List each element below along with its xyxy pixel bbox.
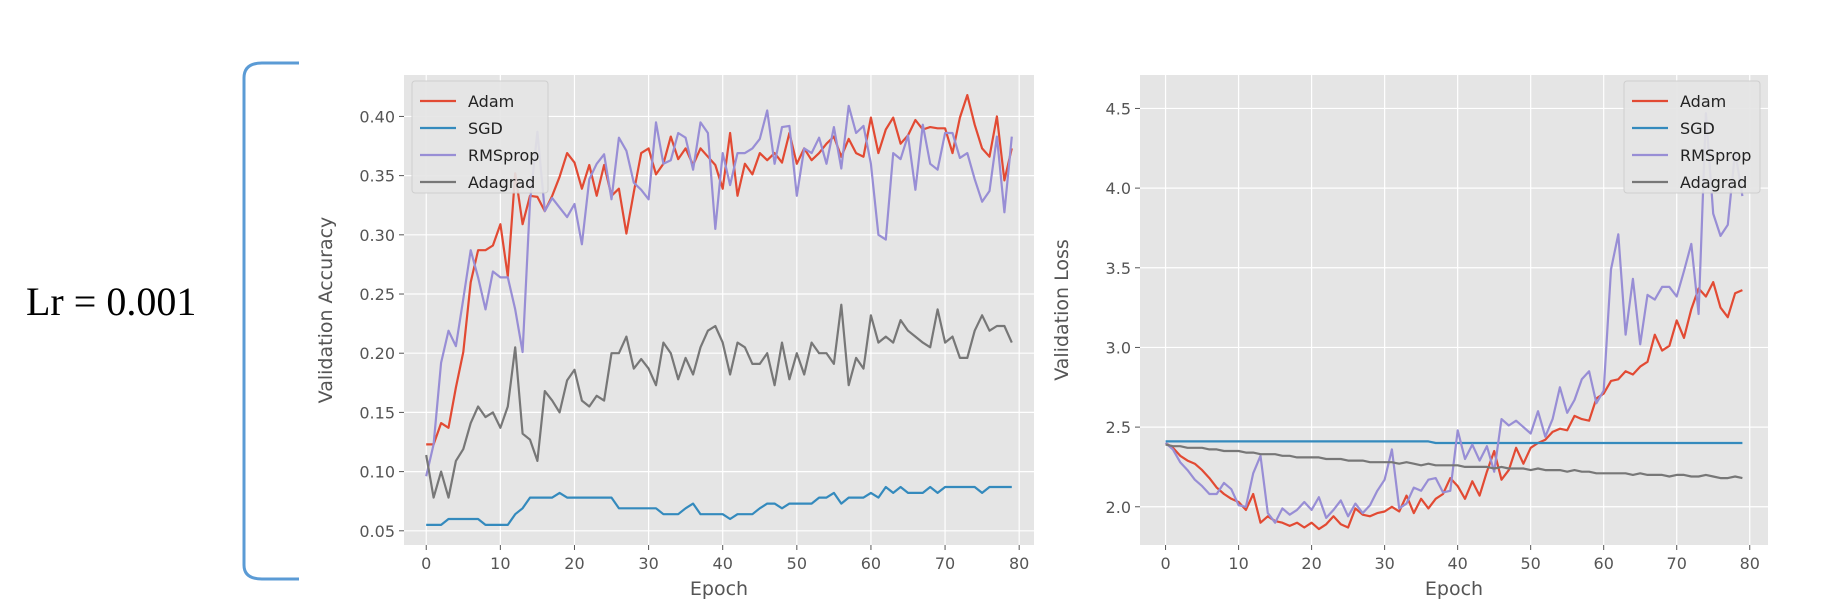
- y-tick-label: 0.35: [359, 167, 395, 186]
- x-tick-label: 30: [1374, 554, 1394, 573]
- y-tick-label: 0.30: [359, 226, 395, 245]
- legend-label-adagrad: Adagrad: [468, 173, 535, 192]
- series-line-sgd: [426, 485, 1012, 527]
- legend-box: [1623, 80, 1761, 194]
- x-tick-label: 20: [1301, 554, 1321, 573]
- y-axis-label: Validation Loss: [1051, 239, 1073, 381]
- chart-panel-1: 0 10 20 30 40 50 60 70 80 0.05 0.10 0.15 0.20 0.25 0.3…: [315, 75, 1034, 600]
- x-tick-label: 50: [787, 554, 807, 573]
- legend: Adam SGD RMSprop Adagrad: [1623, 80, 1761, 194]
- y-tick-label: 0.15: [359, 403, 395, 422]
- legend-label-sgd: SGD: [1680, 119, 1715, 138]
- chart-panel-2: 0 10 20 30 40 50 60 70 80 2.0 2.5 3.0 3.5 4.0 4.5 Epoch…: [1051, 75, 1768, 600]
- x-tick-label: 10: [490, 554, 510, 573]
- y-tick-label: 3.0: [1106, 338, 1131, 357]
- y-tick-label: 2.5: [1106, 418, 1131, 437]
- legend-label-sgd: SGD: [468, 119, 503, 138]
- series-line-adagrad: [1165, 443, 1743, 480]
- x-tick-label: 80: [1009, 554, 1029, 573]
- y-axis-label: Validation Accuracy: [315, 217, 337, 404]
- y-tick-label: 0.40: [359, 107, 395, 126]
- y-tick-label: 0.10: [359, 463, 395, 482]
- x-tick-label: 40: [1447, 554, 1467, 573]
- legend-label-rmsprop: RMSprop: [468, 146, 539, 165]
- y-tick-label: 0.05: [359, 522, 395, 541]
- series-line-rmsprop: [1164, 112, 1744, 524]
- legend-label-rmsprop: RMSprop: [1680, 146, 1751, 165]
- x-tick-label: 80: [1740, 554, 1760, 573]
- y-tick-label: 0.20: [359, 344, 395, 363]
- series-line-adam: [1164, 281, 1743, 531]
- legend-label-adagrad: Adagrad: [1680, 173, 1747, 192]
- x-tick-label: 70: [1667, 554, 1687, 573]
- y-tick-label: 2.0: [1106, 498, 1131, 517]
- legend: Adam SGD RMSprop Adagrad: [411, 80, 549, 194]
- x-tick-label: 30: [638, 554, 658, 573]
- x-tick-label: 60: [1594, 554, 1614, 573]
- x-tick-label: 0: [1160, 554, 1170, 573]
- x-axis-label: Epoch: [1425, 578, 1483, 600]
- learning-rate-label: Lr = 0.001: [26, 279, 197, 324]
- y-tick-label: 4.5: [1106, 99, 1131, 118]
- series-line-sgd: [1165, 440, 1743, 445]
- x-tick-label: 10: [1228, 554, 1248, 573]
- y-tick-label: 3.5: [1106, 259, 1131, 278]
- x-tick-label: 40: [713, 554, 733, 573]
- series-line-adagrad: [425, 303, 1013, 499]
- y-tick-label: 4.0: [1106, 179, 1131, 198]
- x-tick-label: 50: [1520, 554, 1540, 573]
- legend-label-adam: Adam: [1680, 92, 1726, 111]
- series-line-adam: [426, 93, 1013, 446]
- legend-label-adam: Adam: [468, 92, 514, 111]
- x-tick-label: 0: [421, 554, 431, 573]
- y-tick-label: 0.25: [359, 285, 395, 304]
- x-tick-label: 60: [861, 554, 881, 573]
- x-tick-label: 20: [564, 554, 584, 573]
- series-line-rmsprop: [425, 104, 1013, 477]
- x-axis-label: Epoch: [690, 578, 748, 600]
- x-tick-label: 70: [935, 554, 955, 573]
- bracket: [242, 61, 299, 581]
- legend-box: [411, 80, 549, 194]
